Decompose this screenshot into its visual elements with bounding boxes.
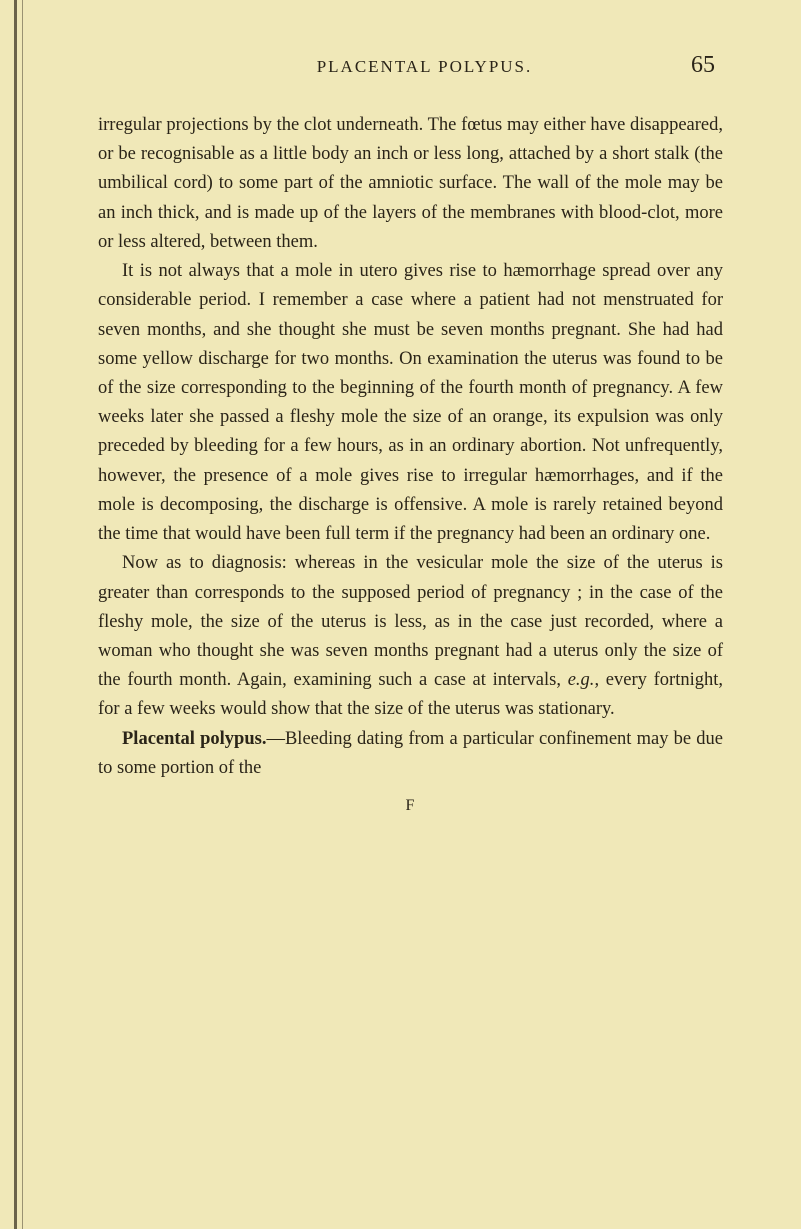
page-left-rule (14, 0, 17, 1229)
paragraph-1: irregular projections by the clot undern… (98, 111, 723, 257)
running-head: PLACENTAL POLYPUS. (98, 57, 691, 77)
page-container: PLACENTAL POLYPUS. 65 irregular projecti… (0, 0, 801, 1229)
page-header: PLACENTAL POLYPUS. 65 (98, 52, 723, 79)
signature-mark: F (98, 797, 723, 815)
paragraph-3: Now as to diagnosis: whereas in the vesi… (98, 549, 723, 724)
paragraph-3-eg: e.g. (568, 670, 595, 690)
paragraph-4: Placental polypus.—Bleeding dating from … (98, 725, 723, 783)
paragraph-2: It is not always that a mole in utero gi… (98, 257, 723, 549)
section-term-placental-polypus: Placental polypus. (122, 729, 266, 749)
page-left-rule-secondary (22, 0, 23, 1229)
body-text: irregular projections by the clot undern… (98, 111, 723, 783)
page-number: 65 (691, 52, 715, 79)
